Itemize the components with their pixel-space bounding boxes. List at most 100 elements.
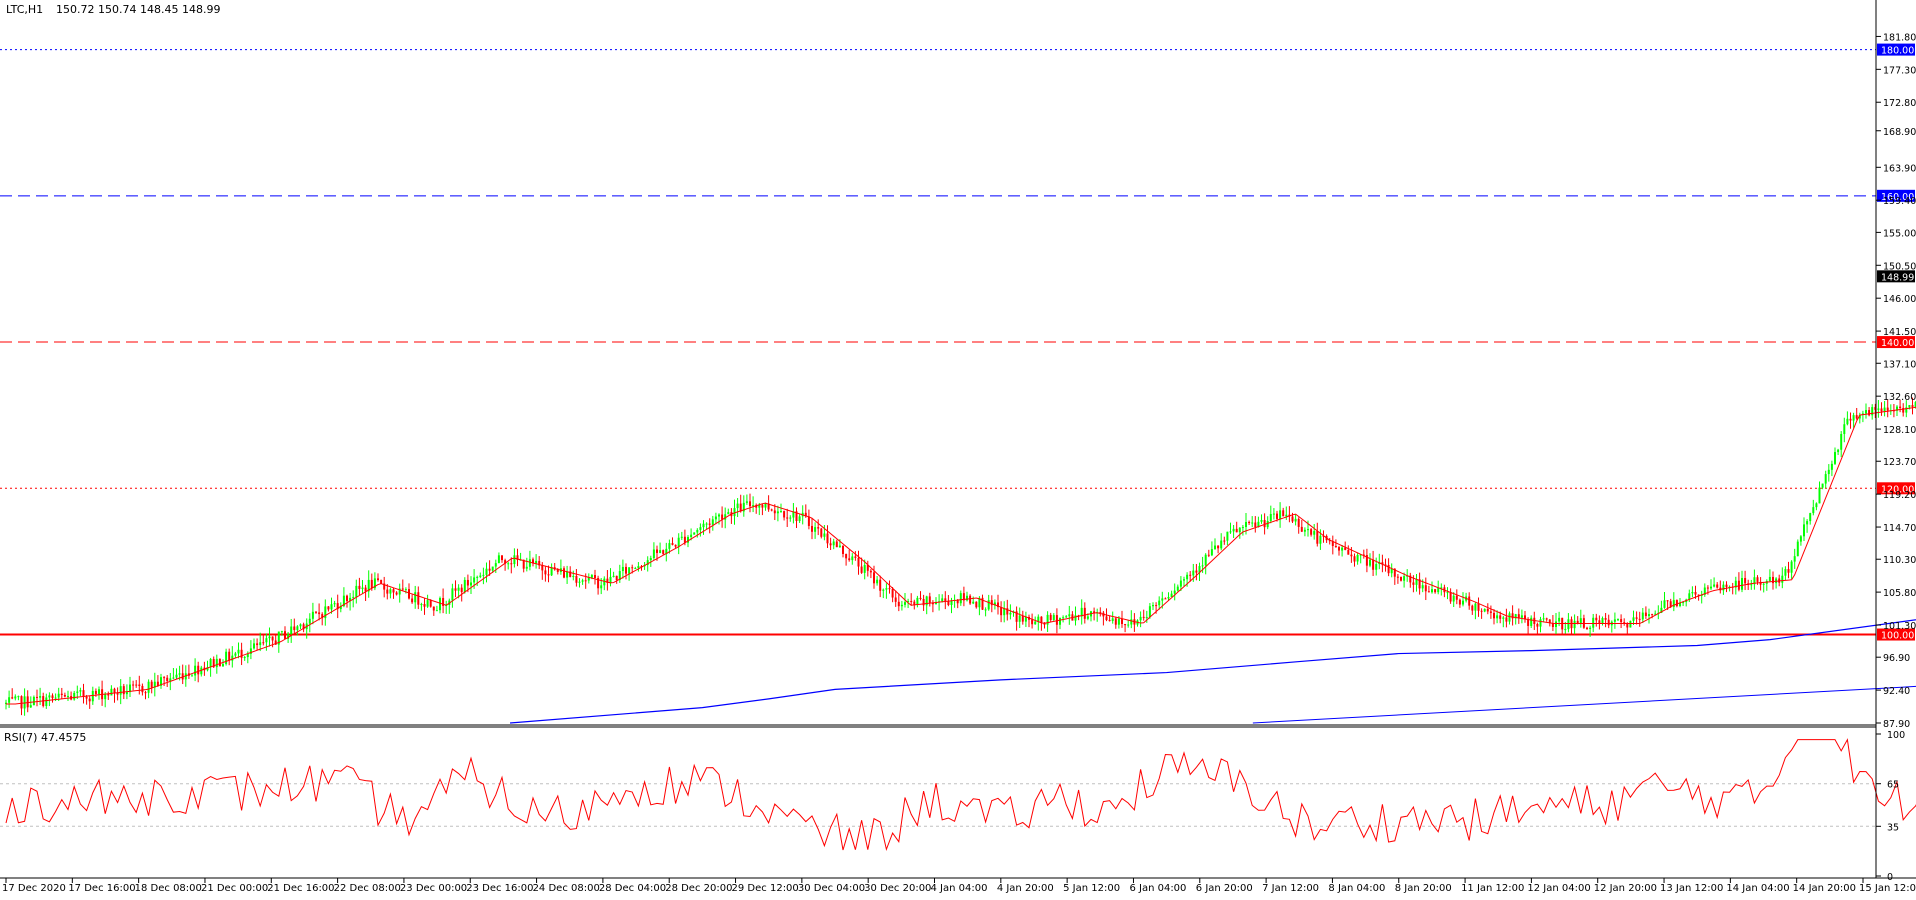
candle-body <box>451 588 454 601</box>
candle-body <box>237 649 240 654</box>
candle-body <box>1009 612 1012 615</box>
candle-body <box>891 589 894 598</box>
price-tick-label: 181.80 <box>1883 32 1916 43</box>
candle-body <box>287 633 290 639</box>
candle-body <box>1694 592 1697 595</box>
candle-body <box>1589 627 1592 629</box>
candle-body <box>383 583 386 590</box>
candle-body <box>98 689 100 694</box>
candle-body <box>1114 618 1117 625</box>
candle-body <box>1294 518 1297 522</box>
candle-body <box>253 643 255 649</box>
candle-body <box>194 665 197 676</box>
candle-body <box>1781 575 1784 583</box>
time-tick-label: 15 Jan 12:00 <box>1859 883 1916 894</box>
candle-body <box>1582 618 1585 628</box>
candle-body <box>1121 618 1123 625</box>
candle-body <box>1586 627 1588 629</box>
candle-body <box>1790 561 1793 573</box>
candle-body <box>919 597 922 599</box>
candle-body <box>1353 556 1356 562</box>
candle-body <box>1539 619 1542 627</box>
candle-body <box>296 626 299 631</box>
candle-body <box>277 631 280 645</box>
candle-body <box>342 595 345 607</box>
candle-body <box>172 677 175 679</box>
candle-body <box>1899 406 1902 408</box>
level-price-tag <box>1877 628 1915 641</box>
candle-body <box>544 570 547 575</box>
candle-body <box>1663 600 1666 608</box>
symbol-label: LTC,H1 <box>6 3 43 16</box>
candle-body <box>683 536 686 543</box>
candle-body <box>1006 608 1009 615</box>
candle-body <box>1173 590 1176 594</box>
candle-body <box>863 565 866 573</box>
candle-body <box>1505 617 1508 622</box>
candle-body <box>175 674 178 678</box>
candle-body <box>389 589 392 594</box>
candle-body <box>1251 522 1254 524</box>
candle-body <box>1601 618 1604 624</box>
candle-body <box>299 624 302 627</box>
candle-body <box>401 588 404 590</box>
candle-body <box>987 600 990 610</box>
current-price-tag <box>1877 270 1915 283</box>
candle-body <box>308 618 311 624</box>
candle-body <box>234 653 237 656</box>
candle-body <box>1059 618 1061 625</box>
candle-body <box>32 696 35 706</box>
candle-body <box>1542 618 1545 620</box>
candle-body <box>1068 614 1071 617</box>
candle-body <box>1155 605 1158 607</box>
candle-body <box>1198 566 1201 573</box>
candle-body <box>845 553 848 559</box>
candle-body <box>556 569 559 572</box>
time-tick-label: 21 Dec 00:00 <box>201 883 268 894</box>
candle-body <box>758 504 761 508</box>
candle-body <box>1496 615 1499 619</box>
candle-body <box>1706 587 1709 589</box>
candle-body <box>885 588 888 590</box>
candle-body <box>82 690 85 697</box>
candle-body <box>507 563 510 565</box>
candle-body <box>1403 576 1406 581</box>
candle-body <box>256 643 259 646</box>
candle-body <box>1080 607 1083 617</box>
candle-body <box>271 636 274 641</box>
candle-body <box>907 601 910 603</box>
price-tick-label: 128.10 <box>1883 425 1916 436</box>
level-price-tag <box>1877 43 1915 56</box>
candle-body <box>339 606 342 610</box>
candle-body <box>510 563 513 565</box>
candle-body <box>690 534 693 538</box>
candle-body <box>404 589 407 591</box>
candle-body <box>150 681 153 688</box>
candle-body <box>1272 513 1275 515</box>
candle-body <box>1375 564 1378 570</box>
candle-body <box>584 580 587 582</box>
candle-body <box>1834 452 1836 464</box>
time-tick-label: 8 Jan 20:00 <box>1395 883 1452 894</box>
candle-body <box>454 588 457 591</box>
horizontal-levels[interactable]: 180.00 160.00 140.00 120.00 100.00 148.99 <box>0 43 1915 642</box>
candle-body <box>1632 617 1635 621</box>
candle-body <box>318 612 321 615</box>
candle-body <box>240 649 243 658</box>
candle-body <box>497 555 500 564</box>
candle-body <box>1527 619 1530 626</box>
candle-body <box>1232 528 1235 532</box>
candle-body <box>206 667 209 671</box>
candle-body <box>349 597 352 602</box>
candle-body <box>1551 622 1554 627</box>
candle-body <box>1874 407 1877 410</box>
candle-body <box>1127 624 1130 626</box>
candle-body <box>1384 564 1387 566</box>
candle-body <box>1762 583 1765 585</box>
candle-body <box>1759 581 1762 585</box>
level-price-tag-label: 140.00 <box>1881 338 1914 349</box>
candle-body <box>1691 592 1694 594</box>
candle-body <box>1282 510 1285 517</box>
candle-body <box>528 559 531 567</box>
